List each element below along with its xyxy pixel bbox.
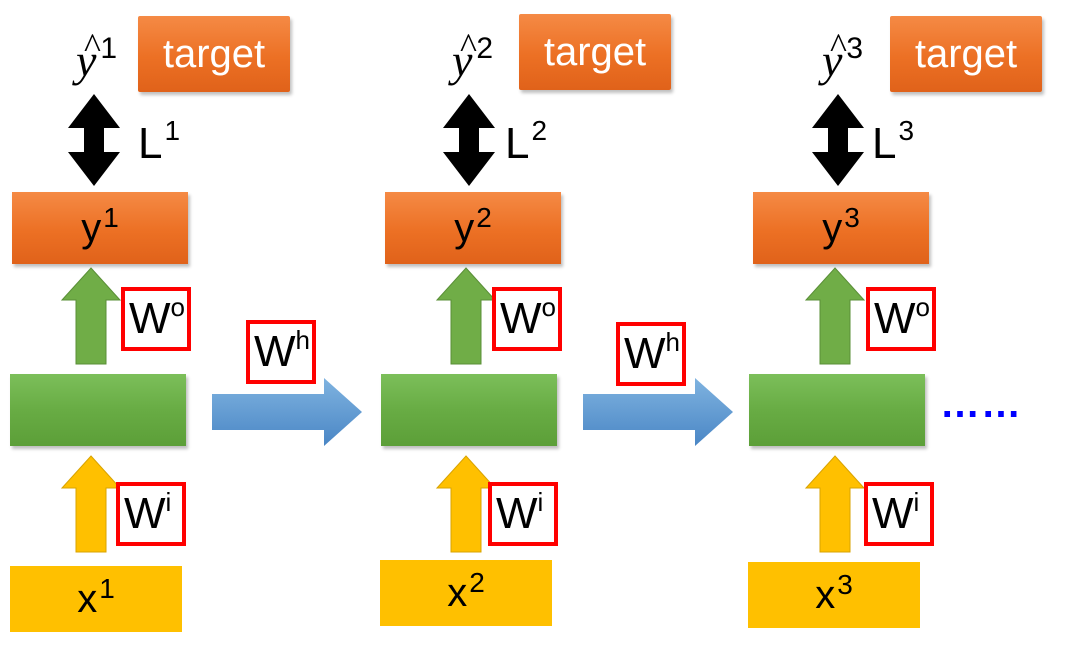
output-arrow-2 (435, 267, 497, 365)
target-label-1: target (162, 31, 266, 76)
y-hat-1: ^ y 1 (76, 26, 118, 86)
continuation-dots: …… (940, 382, 1022, 426)
target-box-2: target (519, 14, 671, 90)
hidden-state-3 (749, 374, 925, 446)
output-arrow-1 (60, 267, 122, 365)
target-box-1: target (138, 16, 290, 92)
output-box-2: y2 (385, 192, 561, 264)
y-hat-2: ^ y 2 (452, 26, 494, 86)
input-box-2: x2 (380, 560, 552, 626)
input-box-3: x3 (748, 562, 920, 628)
output-label-1: y1 (81, 201, 119, 250)
loss-arrow-2 (443, 94, 495, 186)
output-box-3: y3 (753, 192, 929, 264)
target-label-2: target (543, 29, 647, 74)
input-label-2: x2 (447, 566, 485, 615)
loss-arrow-1 (68, 94, 120, 186)
hidden-arrow-2 (583, 378, 733, 446)
y-hat-3: ^ y 3 (822, 26, 864, 86)
output-box-1: y1 (12, 192, 188, 264)
hidden-state-2 (381, 374, 557, 446)
input-arrow-2 (435, 455, 497, 553)
loss-label-1: L1 (138, 115, 181, 168)
output-label-3: y3 (822, 201, 860, 250)
input-box-1: x1 (10, 566, 182, 632)
loss-label-3: L3 (872, 115, 915, 168)
output-label-2: y2 (454, 201, 492, 250)
loss-label-2: L2 (505, 115, 548, 168)
target-box-3: target (890, 16, 1042, 92)
hidden-state-1 (10, 374, 186, 446)
hidden-arrow-1 (212, 378, 362, 446)
loss-arrow-3 (812, 94, 864, 186)
input-arrow-3 (804, 455, 866, 553)
target-label-3: target (914, 31, 1018, 76)
input-arrow-1 (60, 455, 122, 553)
input-label-3: x3 (815, 568, 853, 617)
input-label-1: x1 (77, 572, 115, 621)
output-arrow-3 (804, 267, 866, 365)
